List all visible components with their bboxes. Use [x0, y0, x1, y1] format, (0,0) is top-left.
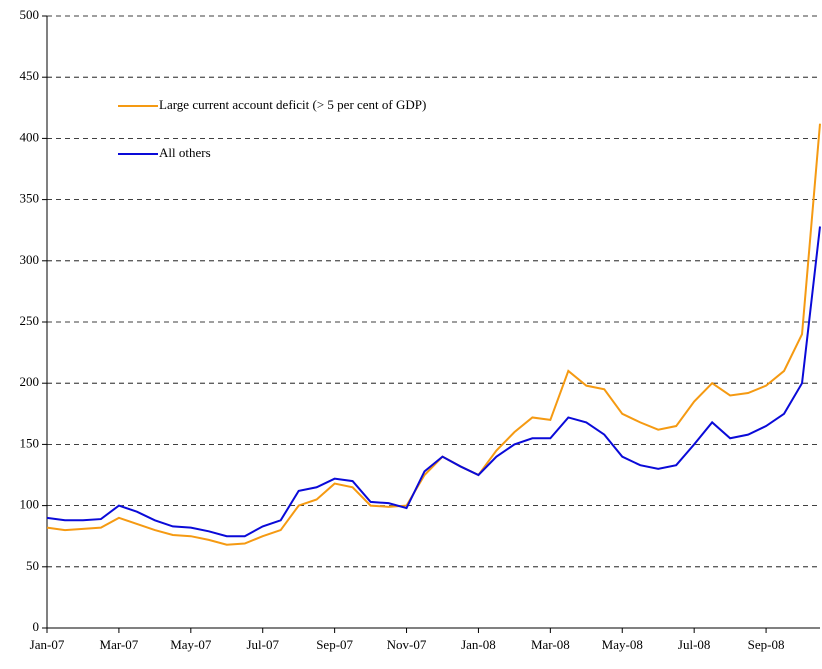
- y-tick-label: 0: [33, 619, 40, 634]
- y-tick-label: 50: [26, 558, 39, 573]
- y-tick-label: 100: [20, 497, 40, 512]
- y-tick-label: 300: [20, 252, 40, 267]
- y-tick-label: 500: [20, 7, 40, 22]
- y-tick-label: 250: [20, 313, 40, 328]
- x-tick-label: Mar-07: [100, 637, 139, 652]
- x-tick-label: Mar-08: [531, 637, 570, 652]
- x-tick-label: Jan-07: [30, 637, 65, 652]
- x-tick-label: Sep-08: [748, 637, 785, 652]
- y-tick-label: 400: [20, 129, 40, 144]
- x-tick-label: May-07: [170, 637, 212, 652]
- x-tick-label: Jul-08: [678, 637, 711, 652]
- x-tick-label: May-08: [602, 637, 643, 652]
- x-tick-label: Jul-07: [246, 637, 279, 652]
- x-tick-label: Nov-07: [387, 637, 427, 652]
- x-tick-label: Jan-08: [461, 637, 496, 652]
- line-series: [46, 226, 821, 538]
- y-tick-label: 350: [20, 191, 40, 206]
- legend-label: Large current account deficit (> 5 per c…: [159, 97, 426, 112]
- y-tick-label: 450: [20, 68, 40, 83]
- y-tick-label: 150: [20, 435, 40, 450]
- legend-label: All others: [159, 145, 211, 160]
- x-tick-label: Sep-07: [316, 637, 353, 652]
- line-series: [46, 123, 821, 546]
- y-tick-label: 200: [20, 374, 40, 389]
